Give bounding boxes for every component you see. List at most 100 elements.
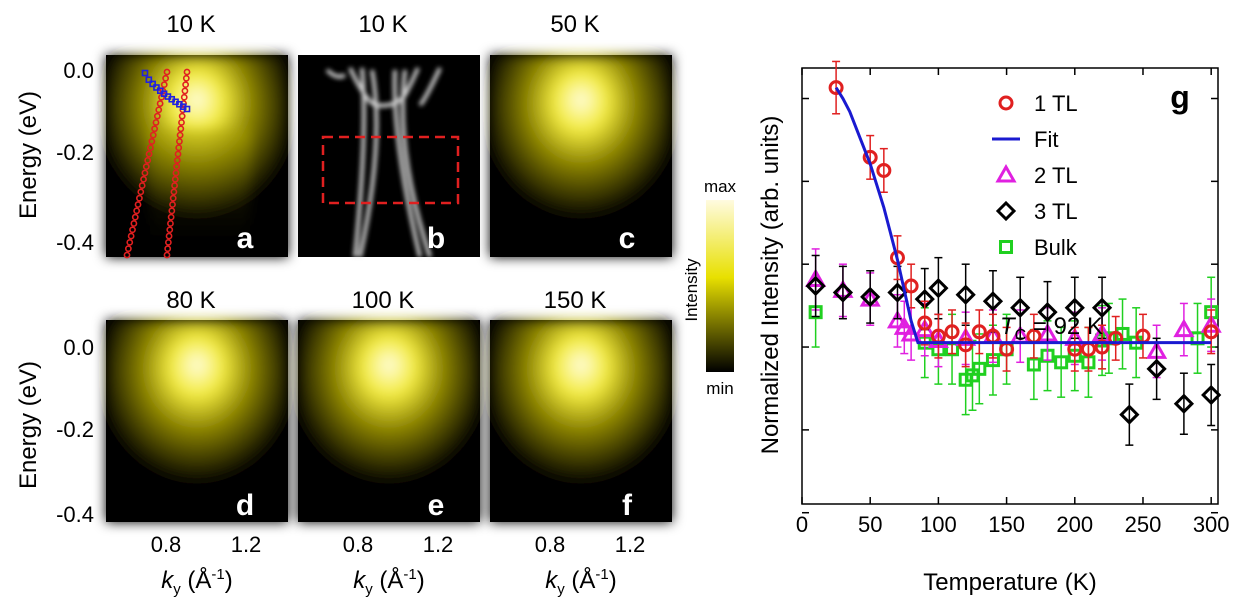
panel-temp-label: 10 K: [166, 11, 215, 38]
data-point-diamond: [995, 200, 1017, 222]
band-marker-red: [141, 169, 149, 177]
band-marker-red: [124, 245, 132, 253]
band-dispersion-markers: [123, 68, 191, 259]
panel-letter-e: e: [428, 489, 445, 522]
data-point-diamond: [1146, 358, 1167, 379]
x-tick-label: 150: [988, 512, 1025, 537]
colorbar-max-label: max: [704, 177, 737, 196]
second-derivative-bands: [325, 67, 442, 258]
band-marker-red: [163, 251, 171, 259]
tc-subscript: C: [1015, 327, 1027, 344]
arpes-panel-c: 50 K c: [490, 11, 672, 257]
band-marker-blue: [141, 69, 149, 77]
legend-label: 2 TL: [1034, 163, 1078, 188]
data-point-diamond: [955, 284, 976, 305]
band-marker-red: [173, 156, 181, 164]
data-point-square: [1026, 357, 1041, 372]
k-close: ): [417, 567, 425, 594]
band-marker-red: [129, 226, 136, 234]
band-marker-red: [133, 207, 141, 215]
band-marker-red: [182, 74, 190, 82]
band-marker-red: [169, 194, 177, 202]
data-point-triangle: [1173, 318, 1195, 338]
k-unit: (Å: [181, 566, 212, 594]
band-marker-red: [156, 100, 164, 107]
data-point-diamond: [1091, 297, 1113, 318]
k-tick: 0.8: [535, 532, 566, 557]
band-marker-red: [165, 232, 173, 240]
energy-tick: -0.4: [56, 230, 94, 255]
band-marker-red: [174, 150, 182, 158]
k-axis-label: ky (Å-1): [161, 566, 233, 598]
data-point-diamond: [1037, 302, 1058, 323]
data-point-circle: [1203, 324, 1219, 340]
band-marker-red: [147, 144, 154, 152]
fit-curve: [834, 86, 1212, 345]
tc-annotation: TC = 92 K: [1000, 313, 1103, 344]
data-point-circle: [944, 324, 960, 340]
k-symbol: k: [353, 567, 367, 594]
k-tick: 1.2: [615, 532, 646, 557]
energy-axis-label: Energy (eV): [15, 361, 42, 489]
data-point-circle: [971, 324, 987, 340]
arpes-panel-e: 100 K e: [298, 287, 480, 522]
band-marker-red: [140, 175, 147, 183]
x-tick-label: 250: [1125, 512, 1162, 537]
temperature-dependence-chart: 0 50 100 150 200 250 300 Temperature (K) Norma…: [757, 60, 1230, 596]
k-superscript: -1: [211, 566, 224, 583]
data-point-diamond: [1201, 384, 1222, 406]
k-subscript: y: [365, 581, 373, 598]
panel-letter-c: c: [619, 222, 636, 255]
band-marker-blue: [149, 80, 156, 88]
k-superscript: -1: [403, 566, 416, 583]
band-marker-red: [169, 201, 176, 208]
band-marker-red: [131, 213, 139, 221]
intensity-colorbar: max min Intensity: [682, 177, 737, 398]
plot-frame: [801, 67, 1219, 505]
data-point-triangle: [886, 309, 909, 329]
colorbar-title: Intensity: [682, 258, 701, 322]
data-point-diamond: [1173, 393, 1195, 414]
band-marker-red: [172, 169, 180, 177]
band-marker-red: [171, 182, 178, 189]
band-marker-red: [127, 232, 135, 240]
k-close: ): [225, 567, 233, 594]
energy-axis-label: Energy (eV): [15, 91, 42, 219]
panel-temp-label: 10 K: [358, 11, 407, 38]
band-marker-red: [153, 112, 161, 120]
data-point-diamond: [832, 282, 854, 303]
band-marker-red: [144, 156, 152, 164]
energy-axis-top: 0.0 -0.2 -0.4 Energy (eV): [15, 58, 94, 255]
arpes-panel-d: 80 K d: [106, 287, 288, 522]
legend: 1 TL Fit 2 TL 3 TL Bulk: [992, 91, 1078, 260]
band-marker-red: [148, 138, 156, 145]
data-point-diamond: [1010, 297, 1031, 318]
data-point-diamond: [928, 278, 949, 299]
band-marker-red: [164, 238, 172, 246]
legend-label: 1 TL: [1034, 91, 1078, 116]
k-superscript: -1: [595, 566, 608, 583]
data-point-circle: [958, 337, 974, 353]
band-marker-red: [145, 150, 153, 158]
data-point-circle: [828, 80, 844, 96]
legend-item: Bulk: [999, 235, 1078, 260]
band-marker-red: [178, 119, 185, 126]
tc-symbol: T: [1000, 313, 1017, 340]
band-marker-red: [160, 81, 168, 89]
band-marker-red: [176, 138, 183, 145]
data-point-triangle: [893, 316, 915, 335]
x-tick-label: 0: [796, 512, 808, 537]
panel-temp-label: 80 K: [166, 287, 215, 314]
series-3-tl: [805, 254, 1222, 446]
band-marker-red: [137, 188, 145, 196]
k-symbol: k: [161, 567, 175, 594]
band-marker-red: [178, 112, 186, 120]
k-symbol: k: [545, 567, 559, 594]
band-marker-red: [152, 119, 160, 126]
band-marker-red: [123, 251, 131, 259]
arpes-panels: 10 K a 10 K b 50 K: [15, 11, 737, 598]
panel-temp-label: 150 K: [544, 287, 607, 314]
x-axis-label: Temperature (K): [923, 569, 1096, 596]
panel-letter-f: f: [622, 489, 633, 522]
